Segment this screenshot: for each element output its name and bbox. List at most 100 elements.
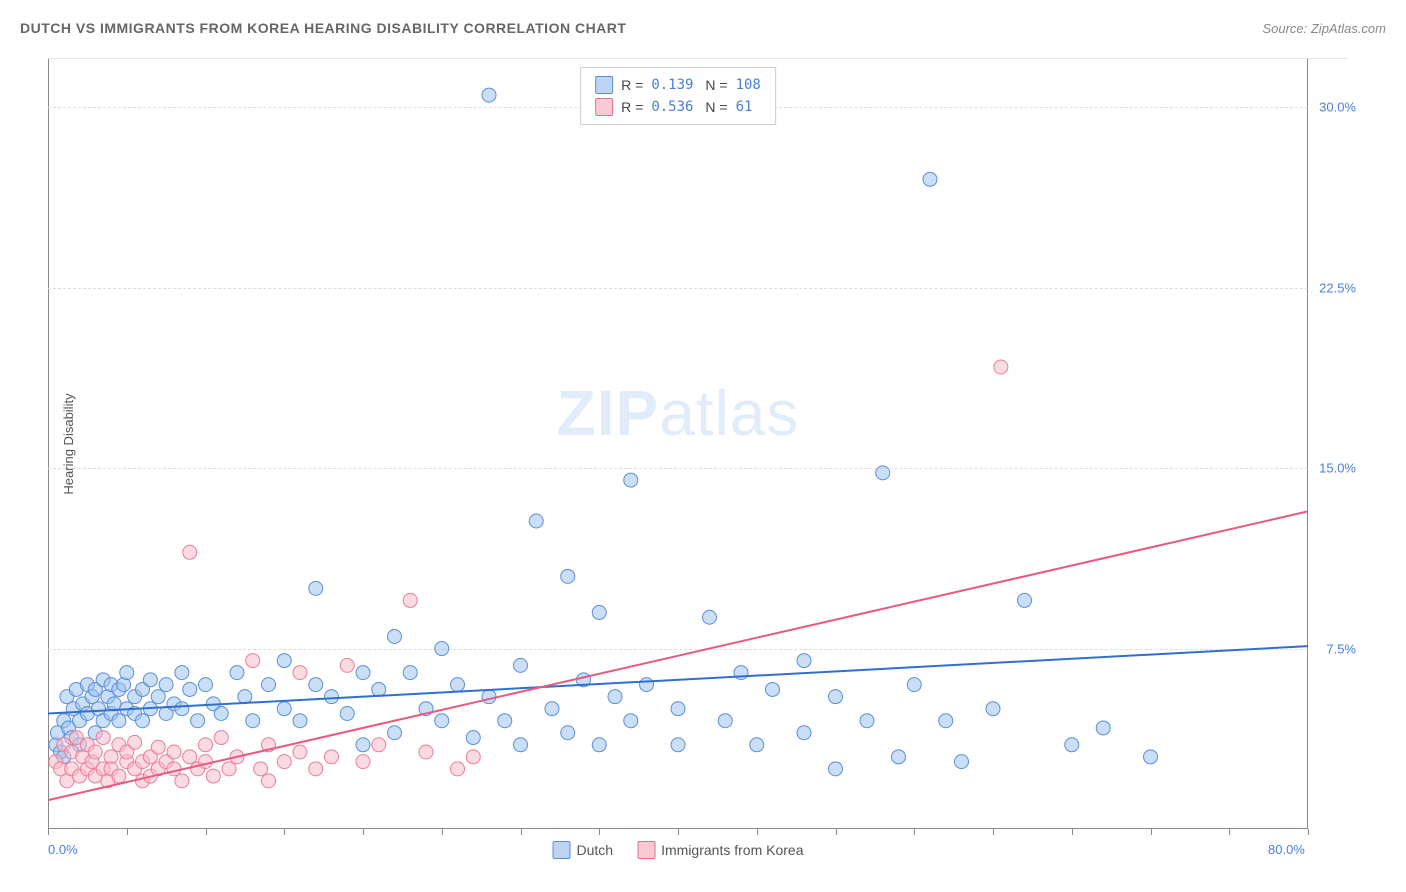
swatch-icon [553, 841, 571, 859]
scatter-point [482, 690, 496, 704]
scatter-point [96, 731, 110, 745]
scatter-point [214, 707, 228, 721]
scatter-point [246, 654, 260, 668]
swatch-icon [637, 841, 655, 859]
scatter-point [640, 678, 654, 692]
scatter-point [143, 673, 157, 687]
x-tick [914, 829, 915, 835]
scatter-point [356, 738, 370, 752]
x-tick [757, 829, 758, 835]
scatter-point [797, 726, 811, 740]
scatter-point [175, 774, 189, 788]
scatter-point [529, 514, 543, 528]
scatter-point [191, 714, 205, 728]
scatter-point [403, 666, 417, 680]
scatter-point [167, 745, 181, 759]
x-tick [1308, 829, 1309, 835]
scatter-point [545, 702, 559, 716]
scatter-point [561, 726, 575, 740]
scatter-point [829, 762, 843, 776]
series-legend: Dutch Immigrants from Korea [553, 841, 804, 859]
scatter-point [309, 581, 323, 595]
plot-svg [48, 59, 1308, 829]
y-tick-label: 7.5% [1326, 641, 1356, 656]
scatter-point [372, 682, 386, 696]
scatter-point [907, 678, 921, 692]
scatter-point [293, 714, 307, 728]
scatter-point [222, 762, 236, 776]
scatter-point [876, 466, 890, 480]
scatter-point [466, 731, 480, 745]
scatter-point [451, 678, 465, 692]
scatter-point [175, 702, 189, 716]
scatter-point [277, 755, 291, 769]
y-tick-label: 15.0% [1319, 461, 1356, 476]
scatter-point [183, 545, 197, 559]
scatter-point [718, 714, 732, 728]
scatter-point [797, 654, 811, 668]
scatter-point [1065, 738, 1079, 752]
scatter-point [892, 750, 906, 764]
scatter-point [624, 714, 638, 728]
scatter-point [592, 738, 606, 752]
swatch-icon [595, 76, 613, 94]
y-tick-label: 30.0% [1319, 100, 1356, 115]
scatter-point [435, 642, 449, 656]
legend-item-dutch: Dutch [553, 841, 614, 859]
scatter-point [325, 690, 339, 704]
scatter-point [120, 666, 134, 680]
scatter-point [1018, 593, 1032, 607]
scatter-point [388, 726, 402, 740]
source-label: Source: ZipAtlas.com [1262, 21, 1386, 36]
x-tick [521, 829, 522, 835]
scatter-point [671, 738, 685, 752]
x-tick-label: 80.0% [1268, 842, 1305, 857]
scatter-point [199, 738, 213, 752]
scatter-point [183, 682, 197, 696]
scatter-point [766, 682, 780, 696]
plot-region: ZIPatlas R = 0.139 N = 108 R = 0.536 N =… [48, 59, 1308, 829]
x-tick [284, 829, 285, 835]
scatter-point [151, 740, 165, 754]
swatch-icon [595, 98, 613, 116]
y-tick-label: 22.5% [1319, 280, 1356, 295]
scatter-point [199, 678, 213, 692]
scatter-point [175, 666, 189, 680]
scatter-point [466, 750, 480, 764]
correlation-legend: R = 0.139 N = 108 R = 0.536 N = 61 [580, 67, 776, 125]
scatter-point [356, 666, 370, 680]
scatter-point [356, 755, 370, 769]
scatter-point [419, 745, 433, 759]
scatter-point [498, 714, 512, 728]
chart-title: DUTCH VS IMMIGRANTS FROM KOREA HEARING D… [20, 20, 626, 36]
scatter-point [829, 690, 843, 704]
x-tick [442, 829, 443, 835]
scatter-point [309, 762, 323, 776]
scatter-point [262, 678, 276, 692]
scatter-point [159, 678, 173, 692]
x-tick [1151, 829, 1152, 835]
scatter-point [939, 714, 953, 728]
scatter-point [388, 630, 402, 644]
scatter-point [136, 714, 150, 728]
scatter-point [340, 658, 354, 672]
scatter-point [246, 714, 260, 728]
scatter-point [1096, 721, 1110, 735]
scatter-point [703, 610, 717, 624]
scatter-point [1144, 750, 1158, 764]
x-tick [1229, 829, 1230, 835]
scatter-point [325, 750, 339, 764]
x-tick [678, 829, 679, 835]
scatter-point [955, 755, 969, 769]
scatter-point [340, 707, 354, 721]
legend-item-korea: Immigrants from Korea [637, 841, 803, 859]
scatter-point [112, 769, 126, 783]
scatter-point [214, 731, 228, 745]
scatter-point [994, 360, 1008, 374]
scatter-point [608, 690, 622, 704]
scatter-point [277, 654, 291, 668]
scatter-point [254, 762, 268, 776]
scatter-point [183, 750, 197, 764]
scatter-point [624, 473, 638, 487]
scatter-point [230, 666, 244, 680]
